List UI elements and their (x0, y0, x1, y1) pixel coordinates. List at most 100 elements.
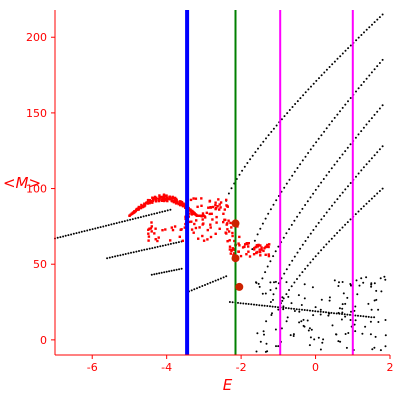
data-point-black (290, 302, 293, 305)
data-point-red (206, 228, 209, 232)
data-point-black (114, 255, 117, 258)
data-point-black (344, 49, 347, 52)
data-point-red (171, 195, 174, 199)
data-point-black (280, 327, 283, 330)
data-point-red (200, 197, 203, 200)
data-point-black (373, 68, 376, 71)
data-point-black (339, 55, 342, 58)
data-point-black (290, 223, 293, 226)
data-point-black (367, 302, 370, 305)
data-point-red (155, 196, 158, 199)
data-point-black (373, 113, 376, 116)
data-point-black (277, 345, 280, 348)
data-point-black (306, 264, 309, 267)
data-point-red (202, 239, 206, 242)
data-point-red (149, 227, 153, 230)
data-point-red (207, 206, 210, 209)
data-point-black (239, 302, 242, 305)
data-point-black (317, 310, 319, 313)
data-point-red (201, 218, 204, 221)
data-point-black (110, 223, 113, 226)
data-point-black (349, 182, 352, 184)
data-point-black (175, 241, 178, 244)
data-point-black (290, 285, 293, 288)
data-point-red (188, 212, 191, 215)
data-point-black (341, 311, 344, 314)
data-point-black (384, 345, 387, 348)
data-point-black (286, 316, 289, 319)
data-point-black (314, 306, 317, 309)
data-point-black (365, 77, 368, 80)
data-point-black (165, 270, 168, 273)
data-point-black (59, 236, 62, 239)
data-point-black (269, 301, 272, 303)
data-point-black (350, 310, 352, 313)
data-point-black (373, 195, 376, 198)
data-point-red (218, 203, 221, 206)
data-point-black (204, 284, 206, 286)
data-point-black (354, 213, 357, 216)
y-tick-label: 100 (26, 183, 47, 196)
data-point-red (208, 200, 211, 203)
data-point-red (180, 201, 184, 204)
data-point-black (359, 315, 362, 317)
data-point-black (370, 308, 373, 311)
data-point-black (347, 100, 349, 103)
data-point-black (365, 163, 368, 166)
data-point-black (241, 169, 244, 172)
data-point-red (245, 242, 248, 245)
data-point-black (257, 282, 260, 285)
data-point-black (271, 312, 273, 315)
data-point-black (381, 187, 384, 190)
data-point-black (160, 271, 163, 274)
data-point-black (131, 218, 134, 221)
data-point-black (288, 178, 291, 181)
data-point-black (322, 338, 325, 341)
data-point-black (301, 271, 304, 274)
data-point-black (285, 232, 288, 235)
data-point-black (380, 290, 383, 293)
data-point-red (193, 222, 196, 226)
data-point-red (228, 248, 232, 251)
data-point-red (180, 202, 183, 206)
data-point-black (293, 219, 296, 222)
data-point-red (140, 203, 143, 207)
data-point-black (341, 191, 344, 194)
data-point-red (223, 208, 226, 211)
data-point-black (346, 146, 349, 149)
data-point-black (339, 340, 342, 343)
data-point-black (291, 174, 294, 177)
data-point-black (376, 65, 379, 68)
data-point-black (298, 308, 301, 311)
data-point-black (264, 292, 267, 295)
data-point-black (314, 255, 317, 258)
data-point-black (317, 336, 320, 339)
data-point-red (201, 212, 205, 215)
data-point-black (264, 217, 267, 220)
data-point-black (287, 295, 290, 298)
data-point-red (214, 232, 217, 235)
data-point-black (337, 311, 340, 314)
axes (51, 10, 391, 359)
data-point-red (170, 197, 174, 200)
data-point-black (222, 276, 225, 279)
data-point-black (227, 192, 230, 195)
data-point-black (357, 210, 360, 213)
data-point-black (354, 319, 357, 322)
data-point-black (376, 151, 379, 154)
data-point-black (287, 307, 290, 310)
data-point-black (107, 224, 110, 227)
data-point-black (373, 154, 376, 157)
data-point-black (153, 212, 156, 215)
data-point-red (247, 242, 250, 245)
data-point-black (301, 308, 303, 311)
data-point-red (222, 212, 225, 215)
data-point-black (170, 269, 173, 272)
data-point-black (277, 308, 280, 311)
data-point-red (153, 232, 156, 235)
data-point-black (368, 200, 371, 203)
data-point-black (154, 246, 156, 249)
data-point-black (123, 220, 126, 223)
data-point-black (355, 175, 357, 178)
data-point-black (322, 246, 325, 249)
